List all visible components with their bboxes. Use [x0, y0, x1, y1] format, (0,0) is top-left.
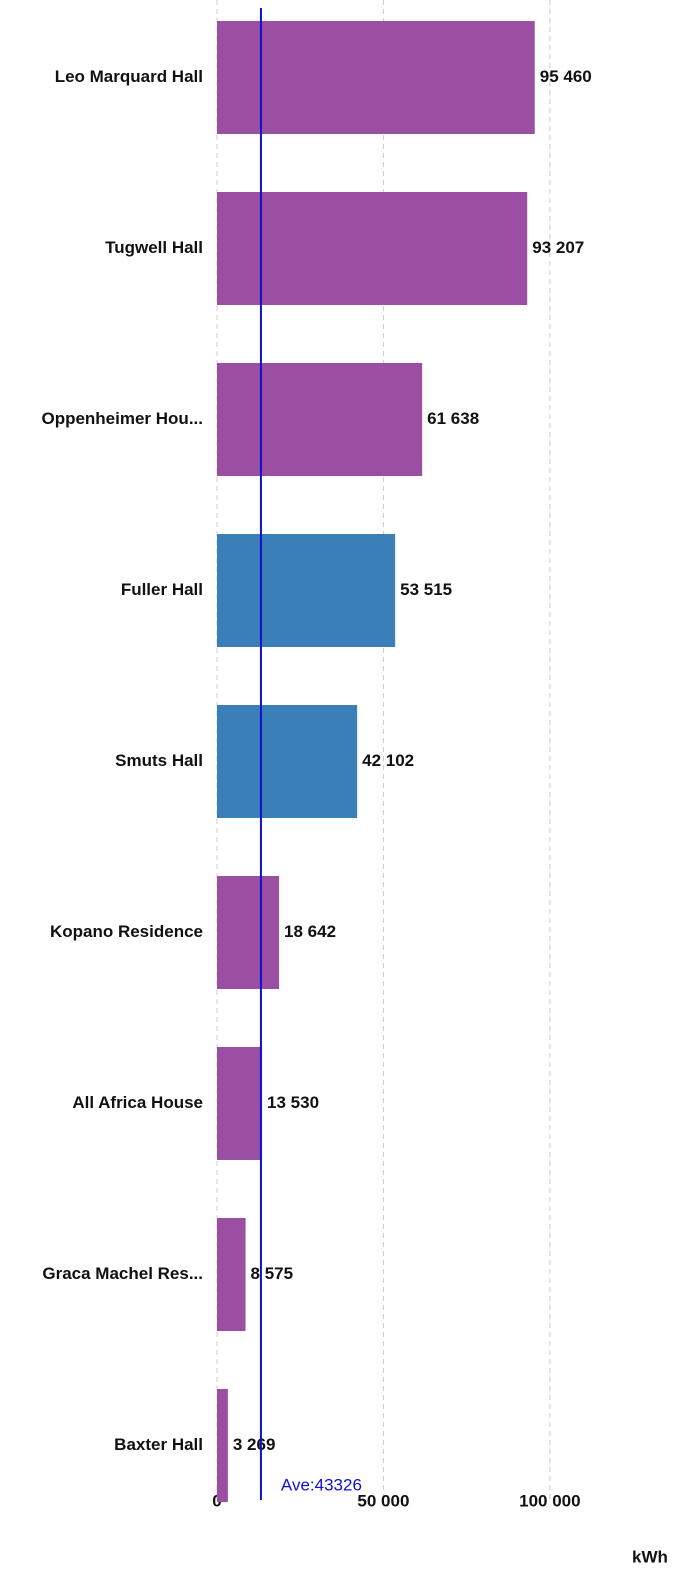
value-label: 13 530: [267, 1093, 319, 1112]
bar: [217, 534, 396, 647]
category-label: Kopano Residence: [50, 922, 203, 941]
x-tick-label: 100 000: [519, 1491, 580, 1510]
bar: [217, 705, 358, 818]
value-label: 3 269: [233, 1435, 276, 1454]
value-label: 42 102: [362, 751, 414, 770]
category-label: Oppenheimer Hou...: [41, 409, 203, 428]
bar: [217, 1047, 263, 1160]
bar: [217, 192, 528, 305]
category-label: Leo Marquard Hall: [55, 67, 203, 86]
bar: [217, 21, 535, 134]
bar: [217, 363, 423, 476]
category-label: All Africa House: [72, 1093, 203, 1112]
bar: [217, 1389, 228, 1502]
x-tick-label: 50 000: [357, 1491, 409, 1510]
category-label: Fuller Hall: [121, 580, 203, 599]
category-label: Graca Machel Res...: [42, 1264, 203, 1283]
x-axis-label: kWh: [632, 1547, 668, 1566]
value-label: 95 460: [540, 67, 592, 86]
category-label: Baxter Hall: [114, 1435, 203, 1454]
bar: [217, 876, 280, 989]
bar: [217, 1218, 246, 1331]
category-label: Tugwell Hall: [105, 238, 203, 257]
value-label: 61 638: [427, 409, 479, 428]
value-label: 8 575: [251, 1264, 294, 1283]
value-label: 18 642: [284, 922, 336, 941]
value-label: 93 207: [532, 238, 584, 257]
annotation: Ave:43326: [281, 1475, 362, 1494]
value-label: 53 515: [400, 580, 452, 599]
category-label: Smuts Hall: [115, 751, 203, 770]
